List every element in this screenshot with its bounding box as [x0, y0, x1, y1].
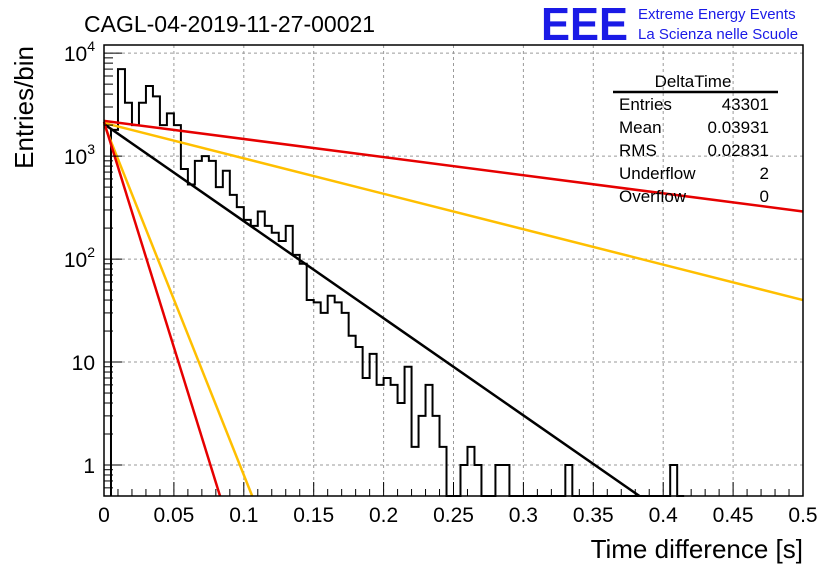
axes: 0 0.05 0.1 0.15 0.2 0.25 0.3 0.35 0.4 0.45 0.5 1 10 1… [64, 38, 818, 527]
y-tick-label: 10 [72, 352, 95, 375]
fit-curve-5 [102, 121, 222, 497]
stats-value: 43301 [722, 95, 769, 114]
x-tick-label: 0.1 [229, 504, 258, 527]
stats-value: 0 [760, 187, 769, 206]
eee-logo: EEE Extreme Energy Events La Scienza nel… [541, 0, 798, 50]
fit-curve-3 [103, 122, 641, 498]
plot-frame [103, 44, 804, 497]
stats-label: Entries [619, 95, 672, 114]
stats-value: 2 [760, 164, 769, 183]
x-tick-label: 0.15 [293, 504, 334, 527]
fit-curve-2 [103, 121, 804, 302]
stats-value: 0.03931 [708, 118, 769, 137]
x-tick-label: 0.4 [649, 504, 679, 527]
plot-area [102, 68, 804, 498]
y-tick-label: 103 [64, 141, 95, 169]
stats-label: RMS [619, 141, 657, 160]
y-tick-label: 1 [83, 455, 95, 478]
eee-logo-line2: La Scienza nelle Scuole [638, 26, 798, 43]
stats-value: 0.02831 [708, 141, 769, 160]
eee-logo-text: EEE [541, 0, 628, 50]
y-tick-label: 104 [64, 38, 95, 66]
y-axis-label: Entries/bin [9, 46, 39, 169]
x-tick-label: 0.35 [573, 504, 614, 527]
x-tick-label: 0.45 [713, 504, 754, 527]
stats-label: Underflow [619, 164, 696, 183]
stats-title: DeltaTime [655, 72, 732, 91]
x-tick-label: 0.25 [433, 504, 474, 527]
x-axis-label: Time difference [s] [591, 534, 803, 564]
fit-curve-4 [102, 123, 254, 497]
x-tick-label: 0.5 [788, 504, 817, 527]
x-tick-label: 0.3 [509, 504, 538, 527]
eee-logo-line1: Extreme Energy Events [638, 6, 796, 23]
stats-box: DeltaTime Entries 43301 Mean 0.03931 RMS 0.028… [613, 72, 778, 206]
y-tick-label: 102 [64, 244, 95, 272]
stats-label: Overflow [619, 187, 687, 206]
x-tick-label: 0.2 [369, 504, 398, 527]
x-tick-label: 0.05 [153, 504, 194, 527]
stats-label: Mean [619, 118, 662, 137]
grid [103, 45, 804, 496]
chart-title: CAGL-04-2019-11-27-00021 [84, 11, 375, 37]
x-tick-label: 0 [98, 504, 110, 527]
fit-curve-1 [103, 119, 804, 213]
